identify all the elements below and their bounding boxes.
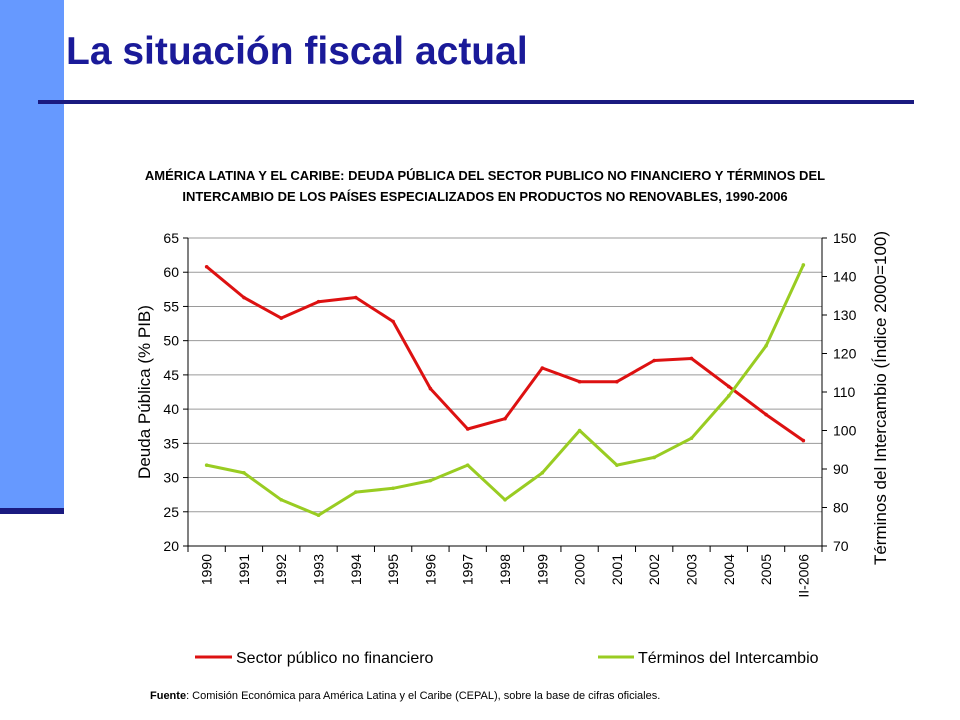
series-2-point <box>428 478 433 483</box>
series-2-point <box>391 486 395 491</box>
series-1-point <box>652 358 656 363</box>
y-tick-label: 35 <box>163 435 179 451</box>
series-2-point <box>354 490 358 494</box>
y-tick-label: 30 <box>163 470 179 486</box>
series-2-point <box>279 498 284 502</box>
x-tick-label: 1991 <box>236 554 252 585</box>
series-1-point <box>577 379 582 384</box>
y-tick-label: 40 <box>163 401 179 417</box>
title-underline <box>38 100 914 104</box>
chart-title: AMÉRICA LATINA Y EL CARIBE: DEUDA PÚBLIC… <box>144 168 826 204</box>
y-axis-title: Deuda Pública (% PIB) <box>135 305 154 479</box>
x-tick-label: 2002 <box>646 554 662 585</box>
series-1-point <box>540 366 545 370</box>
y2-tick-label: 130 <box>833 307 857 323</box>
series-2-point <box>801 263 806 267</box>
series-2-point <box>726 394 731 398</box>
y-tick-label: 50 <box>163 333 179 349</box>
y-tick-label: 60 <box>163 264 179 280</box>
series-1-point <box>279 316 284 320</box>
series-2-point <box>652 455 656 460</box>
series-2-point <box>615 463 619 467</box>
x-tick-label: 1996 <box>422 554 438 585</box>
y2-tick-label: 90 <box>833 461 849 477</box>
y-tick-label: 45 <box>163 367 179 383</box>
source-label: Fuente <box>150 690 187 702</box>
x-tick-label: 2001 <box>609 554 625 585</box>
x-tick-label: 2005 <box>758 554 774 585</box>
y2-tick-label: 100 <box>833 423 857 439</box>
legend-label-1: Sector público no financiero <box>236 650 434 667</box>
series-2-point <box>204 463 209 467</box>
series-1-point <box>615 379 619 384</box>
x-tick-label: 1999 <box>534 554 550 585</box>
y-tick-label: 25 <box>163 504 179 520</box>
series-1-point <box>726 384 731 389</box>
series-1-point <box>242 295 246 300</box>
x-tick-label: 2003 <box>683 554 699 585</box>
x-tick-label: II-2006 <box>795 554 811 598</box>
series-2-point <box>465 463 470 467</box>
series-1-point <box>764 412 768 417</box>
series-1-point <box>465 427 470 431</box>
y-tick-label: 20 <box>163 538 179 554</box>
y2-tick-label: 150 <box>833 230 857 246</box>
x-tick-label: 1994 <box>348 554 364 585</box>
x-tick-label: 1990 <box>199 554 215 585</box>
y2-axis-title: Términos del Intercambio (Índice 2000=10… <box>871 231 890 565</box>
x-tick-label: 1995 <box>385 554 401 585</box>
y2-tick-label: 80 <box>833 500 849 516</box>
series-2-point <box>764 344 768 348</box>
slide-title: La situación fiscal actual <box>66 30 528 73</box>
series-1-point <box>316 299 321 304</box>
series-1-point <box>801 438 806 443</box>
x-tick-label: 1993 <box>311 554 327 585</box>
decorative-side-bar-cap <box>0 508 64 514</box>
series-2-point <box>577 428 582 433</box>
series-1-point <box>204 264 209 269</box>
series-1-point <box>354 295 358 300</box>
y2-tick-label: 110 <box>833 384 856 400</box>
y2-tick-label: 120 <box>833 346 857 362</box>
x-tick-label: 2000 <box>572 554 588 585</box>
series-1-point <box>503 416 507 421</box>
x-tick-label: 1992 <box>273 554 289 585</box>
source-note: Fuente: Comisión Económica para América … <box>150 690 660 702</box>
y-tick-label: 65 <box>163 230 179 246</box>
series-1-point <box>391 319 395 324</box>
legend-label-2: Términos del Intercambio <box>638 650 819 667</box>
x-tick-label: 1997 <box>460 554 476 585</box>
source-text: : Comisión Económica para América Latina… <box>186 690 661 702</box>
series-2-point <box>316 513 321 517</box>
series-2-point <box>689 436 694 441</box>
series-1-point <box>689 356 694 361</box>
series-2-point <box>242 471 246 475</box>
series-2-point <box>540 471 545 475</box>
y2-tick-label: 70 <box>833 538 849 554</box>
decorative-side-bar <box>0 0 64 512</box>
series-2-point <box>503 498 507 502</box>
series-1-point <box>428 386 433 391</box>
x-tick-label: 2004 <box>721 554 737 585</box>
y2-tick-label: 140 <box>833 269 857 285</box>
y-tick-label: 55 <box>163 298 179 314</box>
x-tick-label: 1998 <box>497 554 513 585</box>
